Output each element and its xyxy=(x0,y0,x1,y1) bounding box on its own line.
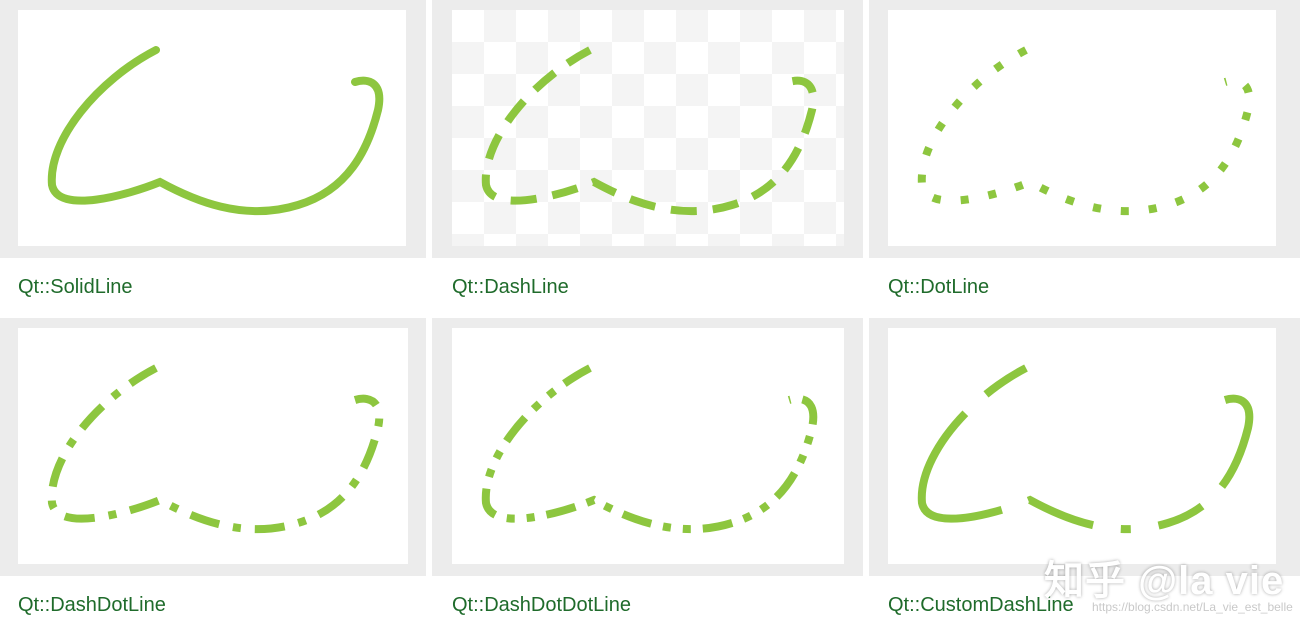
canvas-solid-line xyxy=(18,10,406,246)
caption-solid-line: Qt::SolidLine xyxy=(18,276,133,298)
curve-solid xyxy=(47,46,384,216)
canvas-dash-dot-dot-line xyxy=(452,328,844,564)
caption-custom-dash-line: Qt::CustomDashLine xyxy=(888,594,1074,616)
caption-dash-dot-dot-line: Qt::DashDotDotLine xyxy=(452,594,631,616)
canvas-custom-dash-line xyxy=(888,328,1276,564)
curve-dash-dot xyxy=(47,364,384,534)
curve-dash xyxy=(481,46,818,216)
panel-solid-line xyxy=(0,0,426,258)
watermark-url: https://blog.csdn.net/La_vie_est_belle xyxy=(1092,600,1293,614)
panel-dash-line xyxy=(432,0,863,258)
panel-dash-dot-dot-line xyxy=(432,318,863,576)
canvas-dot-line xyxy=(888,10,1276,246)
caption-dash-line: Qt::DashLine xyxy=(452,276,569,298)
panel-dot-line xyxy=(869,0,1300,258)
panel-dash-dot-line xyxy=(0,318,426,576)
curve-dot xyxy=(917,46,1254,216)
watermark-text: 知乎 @la vie xyxy=(1044,559,1285,603)
panel-custom-dash-line xyxy=(869,318,1300,576)
caption-dot-line: Qt::DotLine xyxy=(888,276,990,298)
curve-dash-dot-dot xyxy=(481,364,818,534)
canvas-dash-dot-line xyxy=(18,328,408,564)
canvas-dash-line xyxy=(452,10,844,246)
caption-dash-dot-line: Qt::DashDotLine xyxy=(18,594,166,616)
curve-custom-dash xyxy=(917,364,1254,534)
